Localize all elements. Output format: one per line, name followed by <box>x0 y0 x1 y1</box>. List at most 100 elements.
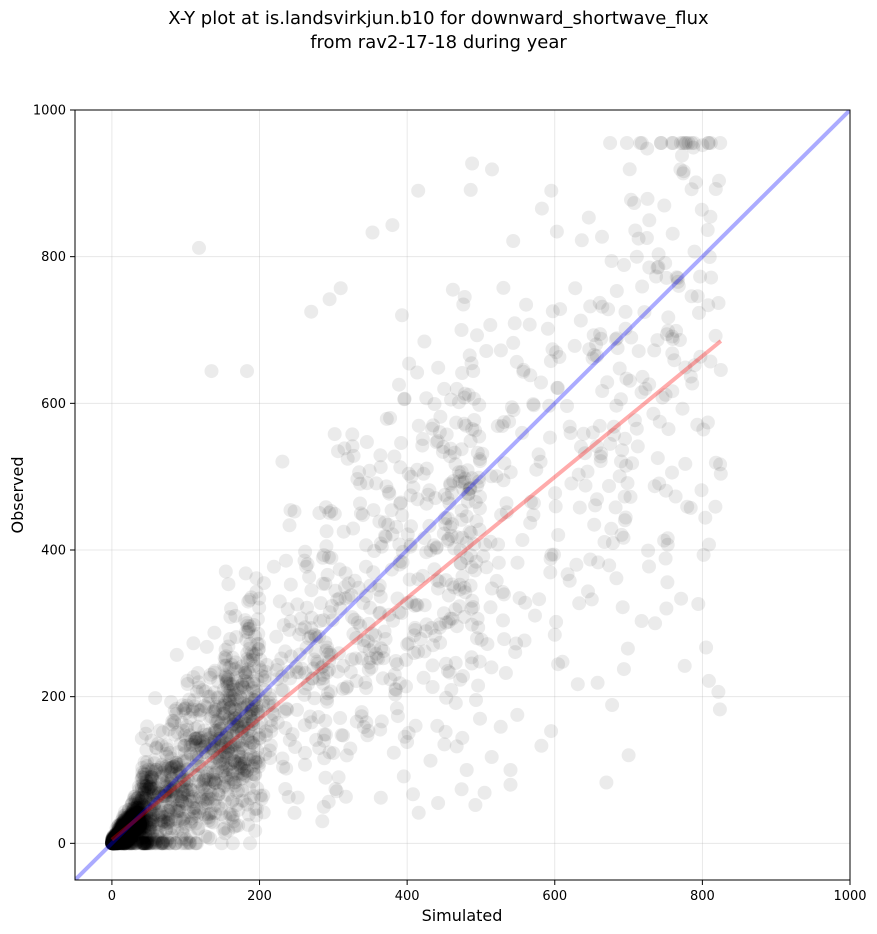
data-point <box>122 825 137 840</box>
data-point <box>108 836 123 851</box>
data-point <box>144 827 159 842</box>
data-point <box>139 809 154 824</box>
data-point <box>169 707 184 721</box>
data-point <box>164 760 179 775</box>
data-point <box>571 467 586 482</box>
data-point <box>115 827 130 842</box>
data-point <box>437 737 452 752</box>
data-point <box>379 479 394 494</box>
data-point <box>147 781 162 796</box>
data-point <box>136 797 150 812</box>
data-point <box>116 818 131 833</box>
data-point <box>599 775 614 790</box>
data-point <box>217 709 232 724</box>
data-point <box>483 534 498 549</box>
data-point <box>207 736 222 751</box>
data-point <box>129 808 144 823</box>
data-point <box>433 409 448 424</box>
data-point <box>642 213 657 228</box>
data-point <box>155 774 170 788</box>
data-point <box>226 679 241 694</box>
data-point <box>653 136 668 150</box>
data-point <box>217 650 232 665</box>
data-point <box>701 136 716 150</box>
data-point <box>115 835 130 850</box>
data-point <box>113 836 127 851</box>
data-point <box>118 833 132 848</box>
data-point <box>245 714 260 729</box>
data-point <box>110 823 124 837</box>
data-point <box>207 665 222 680</box>
data-point <box>116 824 131 839</box>
data-point <box>138 823 153 838</box>
data-point <box>163 812 178 827</box>
data-point <box>237 680 252 695</box>
data-point <box>399 679 413 694</box>
data-point <box>109 831 124 846</box>
data-point <box>402 356 417 371</box>
data-point <box>107 832 122 846</box>
data-point <box>114 829 129 844</box>
data-point <box>457 609 472 624</box>
data-point <box>185 702 200 717</box>
data-point <box>619 136 634 150</box>
data-point <box>444 485 459 500</box>
data-point <box>700 415 715 430</box>
data-point <box>544 183 559 198</box>
data-point <box>223 683 238 698</box>
data-point <box>112 832 127 847</box>
data-point <box>226 814 241 829</box>
data-point <box>228 703 243 718</box>
data-point <box>631 344 646 359</box>
data-point <box>137 767 152 782</box>
data-point <box>547 547 561 562</box>
data-point <box>585 425 600 440</box>
data-point <box>691 597 706 611</box>
data-point <box>428 491 443 506</box>
data-point <box>168 780 183 795</box>
data-point <box>112 827 127 842</box>
data-point <box>425 680 440 694</box>
data-point <box>119 818 134 833</box>
data-point <box>129 812 144 827</box>
data-point <box>659 601 674 616</box>
data-point <box>474 632 489 647</box>
data-point <box>105 836 120 851</box>
data-point <box>429 435 444 450</box>
data-point <box>470 328 484 343</box>
data-point <box>545 304 560 319</box>
data-point <box>638 381 653 396</box>
data-point <box>194 759 209 774</box>
data-point <box>191 750 206 764</box>
data-point <box>354 651 369 666</box>
data-point <box>114 832 129 847</box>
data-point <box>128 807 143 822</box>
data-point <box>120 826 134 841</box>
data-point <box>113 827 128 842</box>
data-point <box>411 805 426 820</box>
data-point <box>107 832 122 847</box>
data-point <box>107 836 121 851</box>
data-point <box>583 552 598 567</box>
data-point <box>633 136 648 150</box>
data-point <box>113 826 127 841</box>
data-point <box>687 244 702 259</box>
data-point <box>217 778 232 793</box>
data-point <box>124 825 139 840</box>
data-point <box>529 462 544 477</box>
data-point <box>170 725 185 740</box>
data-point <box>133 819 148 834</box>
data-point <box>128 825 143 840</box>
data-point <box>543 565 558 580</box>
data-point <box>119 831 134 846</box>
data-point <box>173 804 188 819</box>
data-point <box>437 381 452 396</box>
data-point <box>125 807 140 822</box>
data-point <box>125 836 140 851</box>
data-point <box>119 827 134 842</box>
data-point <box>574 233 589 248</box>
data-point <box>299 640 314 655</box>
data-point <box>593 327 608 342</box>
data-point <box>223 806 238 821</box>
